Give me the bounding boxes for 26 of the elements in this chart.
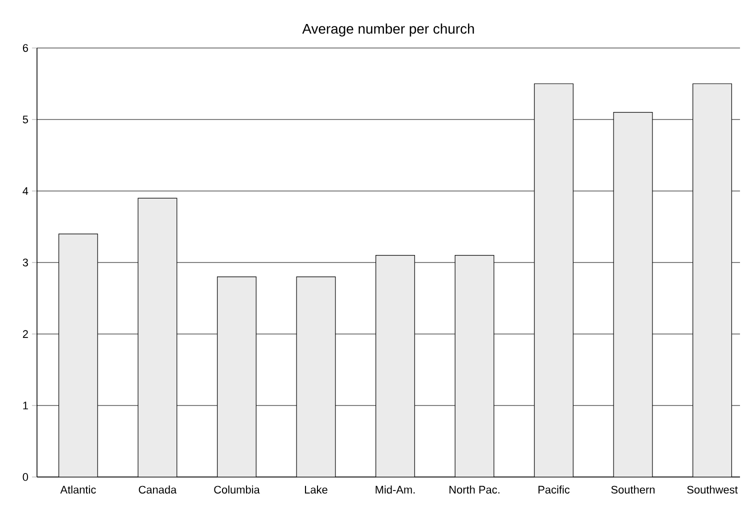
bar	[454, 255, 494, 477]
bar	[692, 83, 732, 477]
y-tick-label: 5	[22, 116, 28, 124]
chart-title: Average number per church	[302, 24, 474, 36]
y-tick-label: 3	[22, 258, 28, 266]
y-tick-label: 0	[22, 473, 28, 481]
bar	[138, 198, 178, 477]
x-tick-label: Southwest	[687, 486, 738, 494]
bar	[296, 276, 336, 477]
bar	[217, 276, 256, 477]
y-tick-label: 1	[23, 402, 28, 410]
bar	[58, 234, 98, 477]
y-tick-label: 6	[22, 44, 28, 52]
bar	[613, 112, 653, 477]
x-tick-label: Pacific	[538, 486, 570, 494]
x-tick-label: Mid-Am.	[376, 486, 415, 494]
x-tick-label: Atlantic	[60, 486, 96, 494]
x-tick-label: Columbia	[214, 486, 260, 494]
bar	[534, 83, 574, 477]
y-tick-label: 4	[22, 187, 28, 195]
x-tick-label: Canada	[138, 486, 177, 494]
y-tick-label: 2	[22, 330, 28, 338]
x-tick-label: Southern	[611, 486, 655, 494]
x-tick-label: North Pac.	[450, 486, 500, 494]
bar	[376, 255, 415, 477]
x-tick-label: Lake	[305, 486, 328, 494]
